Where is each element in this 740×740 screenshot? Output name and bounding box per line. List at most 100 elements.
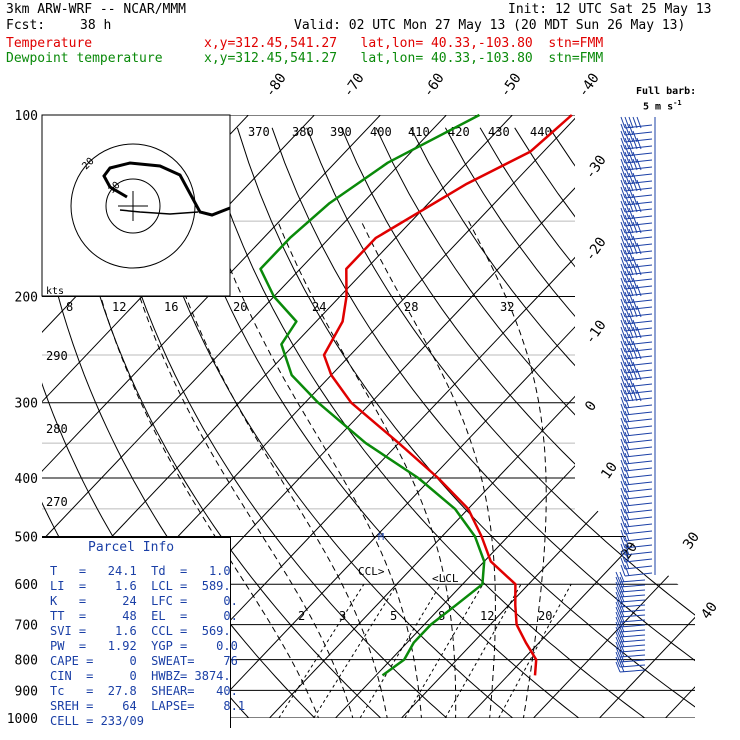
- isotherm-line: [257, 115, 695, 718]
- pressure-axis-label: 900: [15, 684, 38, 699]
- wind-barb: [620, 291, 653, 304]
- theta-label: 270: [46, 495, 68, 509]
- wind-barb: [620, 473, 653, 486]
- wind-barb: [615, 651, 646, 663]
- wind-barb: [620, 522, 653, 535]
- pressure-axis-label: 800: [15, 654, 38, 669]
- wind-barb: [620, 116, 653, 129]
- init-time: Init: 12 UTC Sat 25 May 13: [508, 2, 712, 17]
- wind-barb: [620, 536, 653, 549]
- theta-label: 290: [46, 349, 68, 363]
- hodograph-ring: [70, 143, 196, 269]
- wind-barb: [620, 466, 653, 479]
- dry-adiabat-line: [410, 127, 695, 718]
- isotherm-line: [323, 115, 695, 718]
- wind-barb: [620, 368, 653, 381]
- wind-barb: [620, 137, 653, 150]
- wind-barb: [620, 326, 653, 339]
- wind-barb: [620, 361, 653, 374]
- theta-label: 390: [330, 125, 352, 139]
- barb-legend-value: 5 m s-1: [643, 99, 682, 113]
- mixing-ratio-line: [498, 583, 572, 718]
- parcel-row: SREH = 64 LAPSE= 8.1: [50, 699, 246, 713]
- hodograph-trace: [102, 161, 231, 217]
- theta-label: 410: [408, 125, 430, 139]
- isotherm-line: [42, 115, 341, 718]
- dry-adiabat-line: [479, 127, 695, 718]
- parcel-row: PW = 1.92 YGP = 0.0: [50, 639, 238, 653]
- wind-barb: [615, 571, 646, 583]
- mixing-ratio-label: 5: [390, 609, 397, 623]
- pressure-axis-label: 400: [15, 472, 38, 487]
- wind-barb: [620, 319, 653, 332]
- wind-barb: [620, 508, 653, 521]
- wind-barb: [620, 263, 653, 276]
- wind-barb: [620, 165, 653, 178]
- moist-adiabat-line: [117, 221, 357, 718]
- parcel-row: CIN = 0 HWBZ= 3874.: [50, 669, 231, 683]
- theta-label: 400: [370, 125, 392, 139]
- wind-barb: [615, 596, 646, 608]
- wind-barb: [620, 221, 653, 234]
- parcel-info-panel: Parcel Info T = 24.1 Td = 1.0 LI = 1.6 L…: [42, 537, 245, 728]
- wind-barb: [620, 424, 653, 437]
- isotherm-label: -50: [497, 70, 525, 100]
- hodograph-speed-label: 28: [404, 300, 418, 314]
- dry-adiabat-line: [132, 127, 529, 718]
- wind-barb: [620, 186, 653, 199]
- wind-barb: [620, 305, 653, 318]
- pressure-axis-label: 500: [15, 530, 38, 545]
- isotherm-label: -10: [582, 317, 610, 347]
- dry-adiabat-line: [98, 127, 462, 718]
- wind-barb: [620, 172, 653, 185]
- temperature-series-name: Temperature: [6, 36, 93, 51]
- wind-barb: [620, 354, 653, 367]
- dry-adiabat-line: [202, 127, 663, 718]
- wind-barb: [620, 403, 653, 416]
- isotherm-line: [521, 115, 695, 718]
- wind-barb: [615, 601, 646, 613]
- wind-barb: [620, 249, 653, 262]
- wind-barb: [620, 256, 653, 269]
- wind-barb: [615, 611, 646, 623]
- parcel-row: CAPE = 0 SWEAT= 76: [50, 654, 238, 668]
- parcel-row: LI = 1.6 LCL = 589.: [50, 579, 231, 593]
- parcel-info-title: Parcel Info: [88, 540, 175, 555]
- isotherm-line: [42, 115, 407, 718]
- mixing-ratio-label: 20: [538, 609, 552, 623]
- dry-adiabat-line: [375, 127, 695, 718]
- mixing-ratio-label: 2: [298, 609, 305, 623]
- forecast-hour: 38 h: [80, 18, 112, 33]
- wind-barb: [615, 631, 646, 643]
- wind-barb: [615, 586, 646, 598]
- wind-barb: [620, 431, 653, 444]
- wind-barb: [620, 529, 653, 542]
- wind-barb: [620, 200, 653, 213]
- wind-barb: [620, 487, 653, 500]
- moist-adiabat-line: [360, 220, 496, 718]
- hodograph-speed-label: 32: [500, 300, 514, 314]
- moist-adiabat-line: [468, 220, 547, 718]
- wind-barb: [620, 410, 653, 423]
- model-title: 3km ARW-WRF -- NCAR/MMM: [6, 2, 187, 17]
- mixing-ratio-label: 12: [480, 609, 494, 623]
- ccl-marker: CCL>: [358, 565, 385, 578]
- wind-barb: [615, 636, 646, 648]
- parcel-row: SVI = 1.6 CCL = 569.: [50, 624, 231, 638]
- wind-barb: [615, 621, 646, 633]
- isotherm-label: -70: [340, 70, 368, 100]
- moist-adiabat-line: [212, 221, 423, 718]
- hodograph-speed-label: 24: [312, 300, 326, 314]
- wind-barb: [615, 576, 646, 588]
- dewpoint-series-name: Dewpoint temperature: [6, 51, 163, 66]
- hodograph-speed-label: 20: [233, 300, 247, 314]
- theta-label: 370: [248, 125, 270, 139]
- wind-barb: [615, 616, 646, 628]
- hodograph-kts-label: kts: [46, 286, 64, 297]
- pressure-axis-label: 200: [15, 291, 38, 306]
- theta-label: 280: [46, 422, 68, 436]
- lcl-marker: <LCL: [432, 572, 459, 585]
- wind-barb: [620, 515, 653, 528]
- isotherm-label: -20: [582, 234, 610, 264]
- dewpoint-location-info: x,y=312.45,541.27 lat,lon= 40.33,-103.80…: [204, 51, 604, 66]
